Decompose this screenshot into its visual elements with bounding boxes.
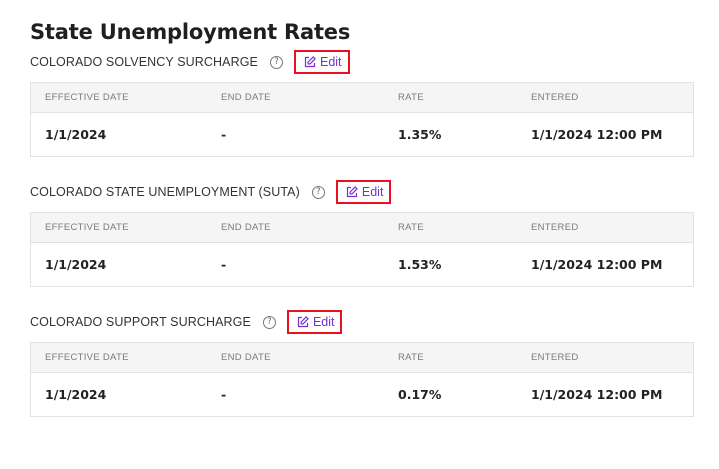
column-header-rate: RATE: [398, 82, 531, 113]
rates-table: EFFECTIVE DATE END DATE RATE ENTERED 1/1…: [30, 212, 694, 287]
end-date-cell: -: [221, 127, 227, 142]
end-date-cell: -: [221, 257, 227, 272]
edit-button[interactable]: Edit: [335, 180, 392, 204]
edit-button-label: Edit: [312, 315, 335, 329]
entered-cell: 1/1/2024 12:00 PM: [531, 387, 663, 402]
column-header-end-date: END DATE: [221, 212, 398, 243]
edit-button-label: Edit: [361, 185, 384, 199]
table-header-row: EFFECTIVE DATE END DATE RATE ENTERED: [30, 212, 694, 243]
effective-date-cell: 1/1/2024: [45, 127, 107, 142]
question-circle-icon[interactable]: ?: [311, 185, 325, 199]
section-support-surcharge: COLORADO SUPPORT SURCHARGE ? Edit EFFECT…: [30, 309, 694, 417]
end-date-cell: -: [221, 387, 227, 402]
page: State Unemployment Rates COLORADO SOLVEN…: [30, 20, 694, 417]
edit-icon: [346, 186, 358, 198]
section-state-unemployment-suta: COLORADO STATE UNEMPLOYMENT (SUTA) ? Edi…: [30, 179, 694, 287]
column-header-end-date: END DATE: [221, 82, 398, 113]
column-header-rate: RATE: [398, 342, 531, 373]
rate-cell: 0.17%: [398, 387, 442, 402]
entered-cell: 1/1/2024 12:00 PM: [531, 127, 663, 142]
table-row: 1/1/2024 - 0.17% 1/1/2024 12:00 PM: [31, 373, 694, 417]
table-row: 1/1/2024 - 1.35% 1/1/2024 12:00 PM: [31, 113, 694, 157]
column-header-entered: ENTERED: [531, 212, 694, 243]
effective-date-cell: 1/1/2024: [45, 257, 107, 272]
question-circle-icon[interactable]: ?: [269, 55, 283, 69]
column-header-end-date: END DATE: [221, 342, 398, 373]
edit-button[interactable]: Edit: [286, 310, 343, 334]
edit-button-label: Edit: [319, 55, 342, 69]
effective-date-cell: 1/1/2024: [45, 387, 107, 402]
entered-cell: 1/1/2024 12:00 PM: [531, 257, 663, 272]
rates-table: EFFECTIVE DATE END DATE RATE ENTERED 1/1…: [30, 82, 694, 157]
column-header-effective-date: EFFECTIVE DATE: [30, 212, 221, 243]
question-circle-icon[interactable]: ?: [262, 315, 276, 329]
page-title: State Unemployment Rates: [30, 20, 351, 44]
section-header: COLORADO STATE UNEMPLOYMENT (SUTA) ? Edi…: [30, 179, 694, 205]
column-header-entered: ENTERED: [531, 342, 694, 373]
column-header-rate: RATE: [398, 212, 531, 243]
rate-cell: 1.35%: [398, 127, 442, 142]
section-header: COLORADO SOLVENCY SURCHARGE ? Edit: [30, 49, 694, 75]
table-header-row: EFFECTIVE DATE END DATE RATE ENTERED: [30, 82, 694, 113]
column-header-effective-date: EFFECTIVE DATE: [30, 82, 221, 113]
table-header-row: EFFECTIVE DATE END DATE RATE ENTERED: [30, 342, 694, 373]
section-label: COLORADO SOLVENCY SURCHARGE: [30, 55, 258, 69]
section-label: COLORADO STATE UNEMPLOYMENT (SUTA): [30, 185, 300, 199]
edit-button[interactable]: Edit: [293, 50, 350, 74]
section-label: COLORADO SUPPORT SURCHARGE: [30, 315, 251, 329]
section-solvency-surcharge: COLORADO SOLVENCY SURCHARGE ? Edit EFFEC…: [30, 49, 694, 157]
edit-icon: [304, 56, 316, 68]
rate-cell: 1.53%: [398, 257, 442, 272]
column-header-entered: ENTERED: [531, 82, 694, 113]
column-header-effective-date: EFFECTIVE DATE: [30, 342, 221, 373]
section-header: COLORADO SUPPORT SURCHARGE ? Edit: [30, 309, 694, 335]
table-row: 1/1/2024 - 1.53% 1/1/2024 12:00 PM: [31, 243, 694, 287]
edit-icon: [297, 316, 309, 328]
rates-table: EFFECTIVE DATE END DATE RATE ENTERED 1/1…: [30, 342, 694, 417]
